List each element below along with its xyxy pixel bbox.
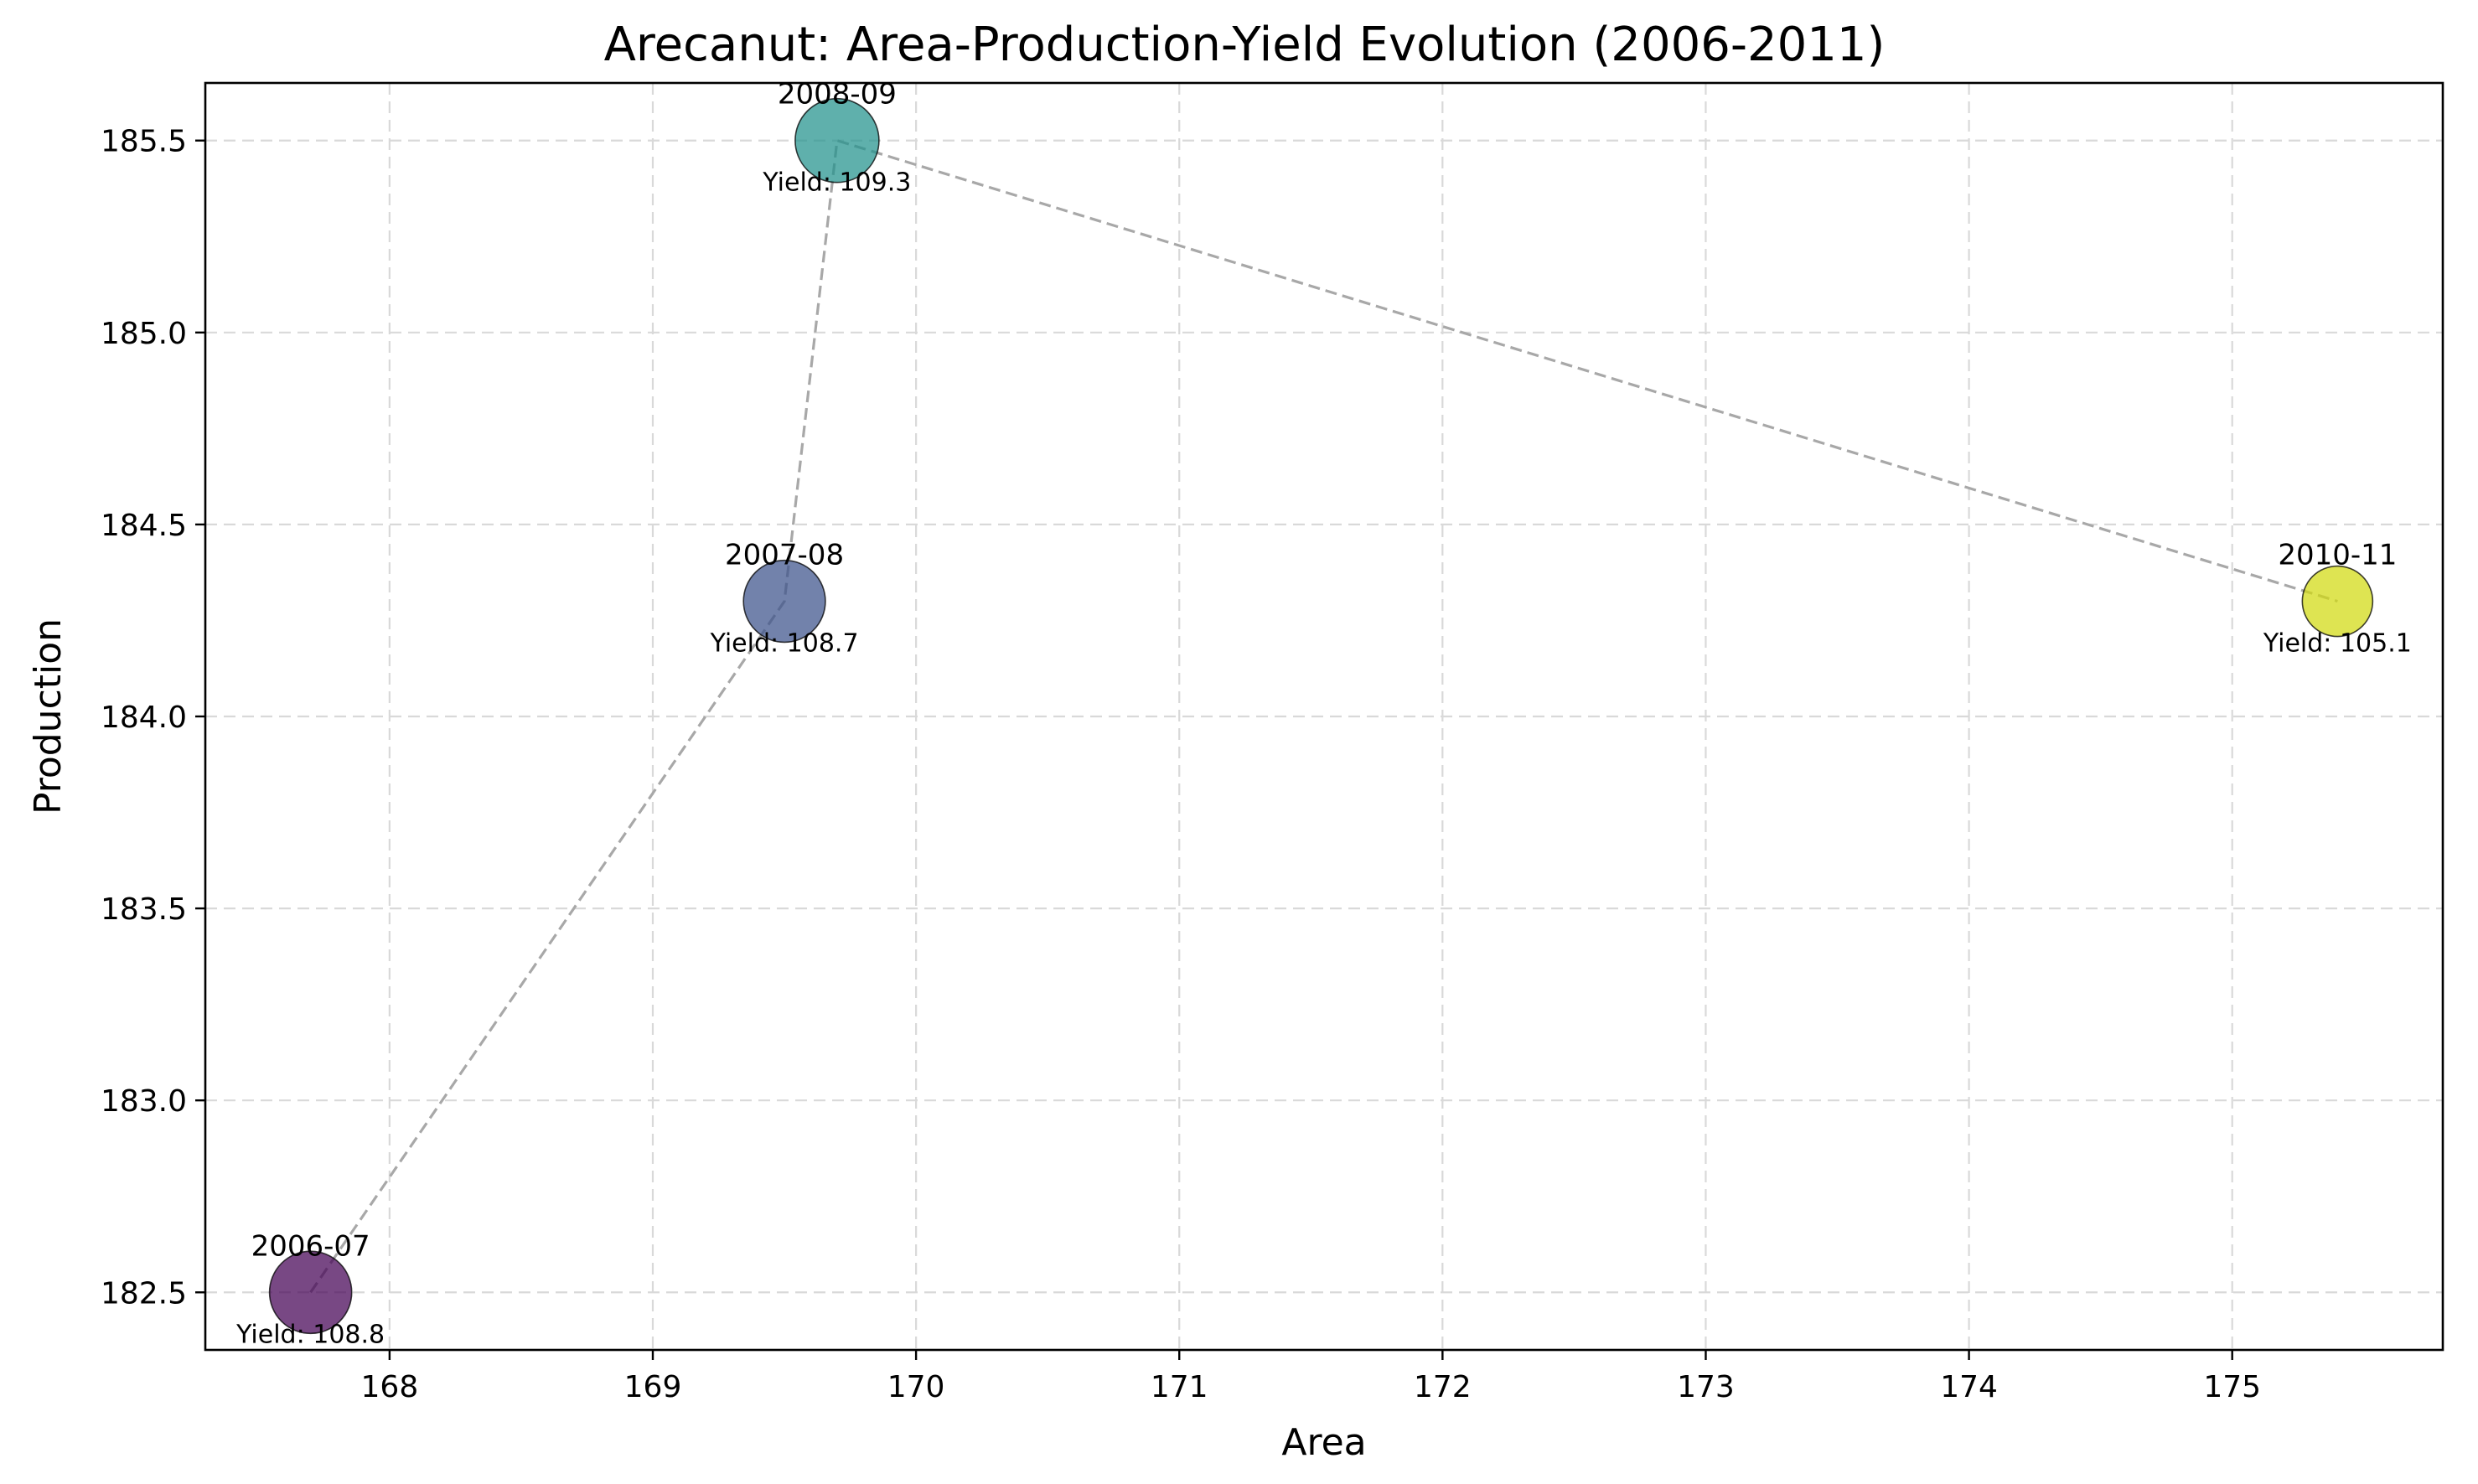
y-axis-label: Production [27,618,70,814]
x-tick-label: 171 [1151,1370,1208,1404]
y-tick-label: 185.0 [101,317,187,351]
x-tick-label: 173 [1677,1370,1735,1404]
x-tick-label: 175 [2203,1370,2261,1404]
tick-layer: 168 169 170 171 172 173 174 175 182.5 183.0 183.5 1… [101,125,2261,1404]
data-point-2010-11 [2301,565,2374,638]
evolution-trail-line [309,138,2338,1294]
y-tick-label: 183.5 [101,892,187,927]
y-tick-label: 184.5 [101,509,187,543]
yield-label: Yield: 105.1 [2263,629,2412,659]
y-tick-label: 183.0 [101,1084,187,1119]
point-label: 2007-08 [725,539,844,572]
grid-layer [205,83,2443,1350]
trail-layer [309,138,2338,1294]
yield-label: Yield: 108.7 [710,629,859,659]
x-tick-label: 174 [1940,1370,1998,1404]
x-axis-label: Area [1281,1421,1366,1464]
x-tick-label: 172 [1414,1370,1472,1404]
y-tick-label: 182.5 [101,1276,187,1311]
data-point-2006-07 [268,1250,353,1335]
point-label: 2006-07 [251,1229,370,1263]
x-tick-label: 170 [887,1370,945,1404]
yield-label: Yield: 109.3 [762,168,911,198]
y-tick-label: 184.0 [101,701,187,735]
chart-title: Arecanut: Area-Production-Yield Evolutio… [604,18,1886,72]
point-layer: Yield: 108.8 2006-07 Yield: 108.7 2007-08 Yi… [235,78,2412,1350]
data-point-2007-08 [742,559,826,644]
yield-label: Yield: 108.8 [235,1320,385,1349]
y-tick-label: 185.5 [101,125,187,159]
x-tick-label: 169 [624,1370,682,1404]
point-label: 2010-11 [2278,539,2397,572]
x-tick-label: 168 [361,1370,419,1404]
data-point-2008-09 [794,97,880,184]
